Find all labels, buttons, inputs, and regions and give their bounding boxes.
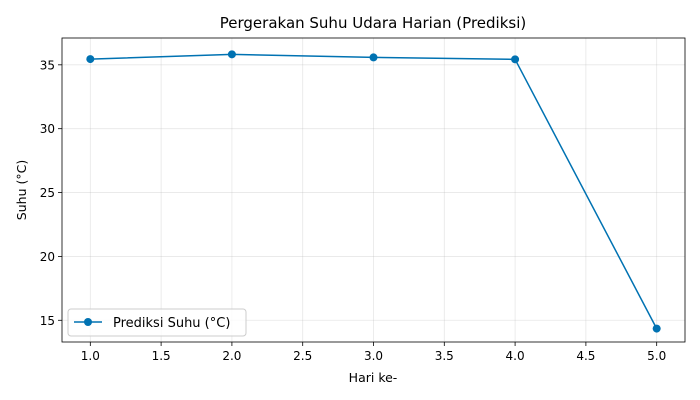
- y-tick-label-1: 20: [40, 250, 55, 264]
- y-axis-label: Suhu (°C): [14, 160, 29, 220]
- data-point-5: [652, 324, 661, 333]
- x-tick-label-2: 2.0: [222, 349, 241, 363]
- data-point-1: [86, 55, 95, 64]
- plot-background: [62, 38, 685, 342]
- x-tick-label-4: 3.0: [364, 349, 383, 363]
- x-tick-label-6: 4.0: [506, 349, 525, 363]
- x-axis-label: Hari ke-: [349, 370, 398, 385]
- y-tick-label-2: 25: [40, 186, 55, 200]
- data-point-3: [369, 53, 378, 62]
- x-tick-label-0: 1.0: [81, 349, 100, 363]
- legend-label: Prediksi Suhu (°C): [113, 316, 230, 331]
- y-tick-label-3: 30: [40, 122, 55, 136]
- legend: Prediksi Suhu (°C): [67, 308, 247, 337]
- legend-marker: [84, 318, 92, 326]
- x-tick-label-7: 4.5: [576, 349, 595, 363]
- legend-box: [67, 308, 247, 337]
- x-tick-label-8: 5.0: [647, 349, 666, 363]
- data-point-2: [227, 50, 236, 59]
- data-point-4: [511, 55, 520, 64]
- y-tick-label-0: 15: [40, 314, 55, 328]
- plot-area: 1.0 1.5 2.0 2.5 3.0 3.5 4.0 4.5 5.0 15 20 25 30 35: [40, 37, 686, 363]
- y-tick-label-4: 35: [40, 58, 55, 72]
- chart-title: Pergerakan Suhu Udara Harian (Prediksi): [220, 14, 526, 32]
- x-tick-label-1: 1.5: [152, 349, 171, 363]
- x-tick-label-5: 3.5: [435, 349, 454, 363]
- x-tick-label-3: 2.5: [293, 349, 312, 363]
